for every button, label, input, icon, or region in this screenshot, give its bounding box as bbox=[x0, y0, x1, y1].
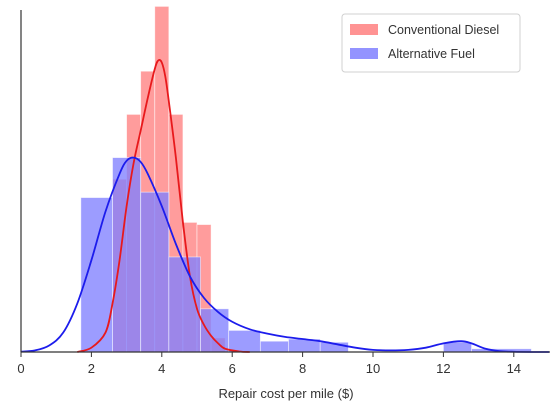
x-tick-label: 2 bbox=[88, 361, 95, 376]
x-tick-label: 4 bbox=[158, 361, 165, 376]
kde-line-alternative-fuel bbox=[20, 156, 550, 353]
legend-label-alternative-fuel: Alternative Fuel bbox=[388, 47, 475, 61]
x-tick-label: 8 bbox=[299, 361, 306, 376]
kde-curves bbox=[20, 58, 550, 353]
x-tick-label: 12 bbox=[436, 361, 450, 376]
legend-swatch-alternative-fuel bbox=[350, 48, 378, 59]
x-tick-label: 6 bbox=[229, 361, 236, 376]
x-tick-label: 0 bbox=[17, 361, 24, 376]
legend-frame bbox=[341, 13, 521, 73]
legend-swatch-conventional-diesel bbox=[350, 24, 378, 35]
hist-bar-alternative-fuel bbox=[228, 329, 261, 353]
hist-bar-alternative-fuel bbox=[200, 308, 230, 353]
x-tick-label: 10 bbox=[366, 361, 380, 376]
x-tick-label: 14 bbox=[507, 361, 521, 376]
kde-line-conventional-diesel bbox=[77, 58, 250, 353]
x-axis-label: Repair cost per mile ($) bbox=[218, 386, 353, 401]
hist-bar-alternative-fuel bbox=[112, 157, 142, 353]
legend-label-conventional-diesel: Conventional Diesel bbox=[388, 23, 499, 37]
x-ticks: 0 2 4 6 8 10 12 14 bbox=[17, 352, 521, 376]
hist-bar-alternative-fuel bbox=[259, 340, 289, 353]
hist-bar-alternative-fuel bbox=[442, 341, 472, 353]
legend: Conventional Diesel Alternative Fuel bbox=[341, 13, 521, 73]
hist-bar-alternative-fuel bbox=[140, 191, 170, 353]
